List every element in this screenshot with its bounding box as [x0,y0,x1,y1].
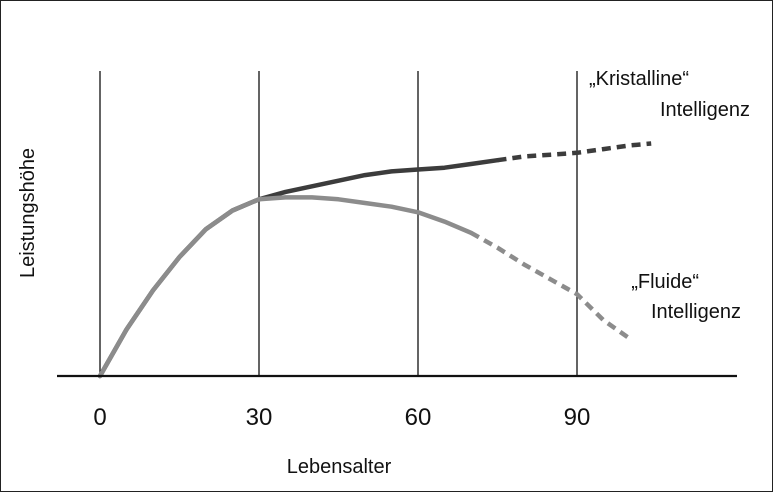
series-label-kristalline-line1: „Kristalline“ [589,68,689,90]
gridlines [99,71,578,376]
y-axis-title: Leistungshöhe [17,148,39,278]
series-label-fluide: „Fluide“ Intelligenz [631,271,741,323]
x-axis-title: Lebensalter [287,456,392,478]
x-tick-label-60: 60 [405,404,432,431]
series-lines [97,141,652,379]
series-label-fluide-line2: Intelligenz [651,301,741,323]
series-label-kristalline: „Kristalline“ Intelligenz [589,68,750,121]
x-tick-label-30: 30 [246,404,273,431]
series-line-fluide-solid [97,195,474,379]
series-label-kristalline-line2: Intelligenz [660,99,750,121]
series-line-kristalline-solid [97,157,500,379]
x-tick-labels: 0 30 60 90 [93,404,590,431]
x-tick-label-90: 90 [564,404,591,431]
series-line-kristalline-dashed [497,141,652,163]
series-line-fluide-dashed [469,230,632,341]
x-tick-label-0: 0 [93,404,106,431]
series-label-fluide-line1: „Fluide“ [631,271,699,293]
